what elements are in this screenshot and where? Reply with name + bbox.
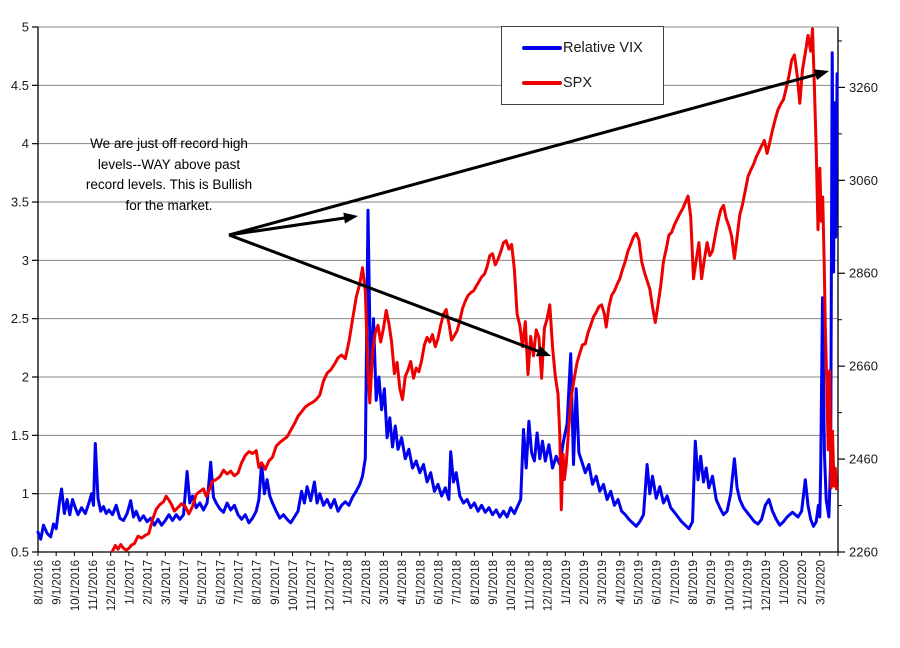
series-relative-vix bbox=[36, 51, 839, 541]
annotation-arrow-line bbox=[228, 216, 348, 237]
annotation-line: record levels. This is Bullish bbox=[85, 177, 253, 192]
legend-item-relative-vix: Relative VIX bbox=[522, 40, 663, 56]
x-axis-label: 10/1/2018 bbox=[506, 560, 518, 611]
right-axis-label: 2660 bbox=[849, 359, 878, 374]
annotation-line: for the market. bbox=[125, 197, 213, 213]
annotation-arrowhead bbox=[343, 212, 358, 224]
left-axis-label: 3.5 bbox=[11, 195, 29, 210]
right-axis-label: 3260 bbox=[849, 80, 878, 95]
x-axis-label: 9/1/2019 bbox=[706, 560, 718, 605]
legend-label-relative-vix: Relative VIX bbox=[563, 40, 643, 57]
x-axis-label: 3/1/2020 bbox=[815, 560, 827, 605]
x-axis-label: 11/1/2017 bbox=[306, 560, 318, 610]
x-axis-label: 4/1/2017 bbox=[179, 560, 191, 605]
x-axis-label: 6/1/2019 bbox=[652, 560, 664, 605]
x-axis-label: 12/1/2017 bbox=[324, 560, 336, 611]
annotation-line: We are just off record high bbox=[90, 136, 248, 151]
left-axis-label: 1.5 bbox=[11, 428, 29, 443]
legend-line-icon bbox=[522, 80, 562, 85]
legend-label-spx: SPX bbox=[563, 74, 593, 91]
x-axis-label: 3/1/2017 bbox=[161, 560, 173, 605]
left-axis-label: 0.5 bbox=[11, 545, 29, 560]
series-spx bbox=[111, 27, 838, 553]
x-axis-label: 1/1/2018 bbox=[343, 560, 355, 605]
x-axis-label: 11/1/2019 bbox=[743, 560, 755, 610]
left-axis-label: 4 bbox=[22, 136, 29, 151]
x-axis-label: 3/1/2018 bbox=[379, 560, 391, 605]
x-axis-label: 5/1/2018 bbox=[415, 560, 427, 605]
left-axis-label: 4.5 bbox=[11, 78, 29, 93]
annotation-arrowhead bbox=[814, 69, 829, 80]
x-axis-label: 8/1/2016 bbox=[34, 560, 46, 605]
x-axis-label: 4/1/2019 bbox=[615, 560, 627, 605]
right-axis-label: 2460 bbox=[849, 452, 878, 467]
x-axis-label: 8/1/2018 bbox=[470, 560, 482, 605]
x-axis-label: 12/1/2019 bbox=[761, 560, 773, 611]
x-axis-label: 11/1/2018 bbox=[524, 560, 536, 610]
legend-line-icon bbox=[522, 46, 562, 51]
x-axis-label: 12/1/2018 bbox=[543, 560, 555, 611]
x-axis-label: 2/1/2018 bbox=[361, 560, 373, 605]
right-axis-label: 2260 bbox=[849, 545, 878, 560]
x-axis-label: 2/1/2017 bbox=[143, 560, 155, 605]
right-axis-label: 3060 bbox=[849, 173, 878, 188]
left-axis-label: 5 bbox=[22, 20, 29, 35]
x-axis-label: 7/1/2017 bbox=[234, 560, 246, 605]
left-axis-label: 3 bbox=[22, 253, 29, 268]
x-axis-label: 9/1/2016 bbox=[52, 560, 64, 605]
x-axis-label: 9/1/2018 bbox=[488, 560, 500, 605]
x-axis-label: 2/1/2019 bbox=[579, 560, 591, 605]
x-axis-label: 1/1/2020 bbox=[779, 560, 791, 605]
x-axis-label: 9/1/2017 bbox=[270, 560, 282, 605]
annotation-arrow-line bbox=[228, 72, 819, 237]
annotation-line: levels--WAY above past bbox=[97, 156, 241, 172]
x-axis-label: 4/1/2018 bbox=[397, 560, 409, 605]
x-axis-label: 5/1/2017 bbox=[197, 560, 209, 605]
left-axis-label: 2.5 bbox=[11, 311, 29, 326]
x-axis-label: 5/1/2019 bbox=[634, 560, 646, 605]
annotation-arrowhead bbox=[535, 345, 551, 357]
right-axis-label: 2860 bbox=[849, 266, 878, 281]
left-axis-label: 1 bbox=[22, 486, 29, 501]
annotation-text: We are just off record high levels--WAY … bbox=[45, 134, 293, 216]
x-axis-label: 6/1/2017 bbox=[215, 560, 227, 605]
legend-item-spx: SPX bbox=[522, 75, 663, 91]
x-axis-label: 2/1/2020 bbox=[797, 560, 809, 605]
x-axis-label: 12/1/2016 bbox=[106, 560, 118, 611]
x-axis-label: 11/1/2016 bbox=[88, 560, 100, 610]
x-axis-label: 1/1/2017 bbox=[124, 560, 136, 605]
x-axis-label: 8/1/2019 bbox=[688, 560, 700, 605]
annotation-arrow-line bbox=[228, 233, 542, 354]
x-axis-label: 3/1/2019 bbox=[597, 560, 609, 605]
x-axis-label: 1/1/2019 bbox=[561, 560, 573, 605]
left-axis-label: 2 bbox=[22, 370, 29, 385]
x-axis-label: 10/1/2016 bbox=[70, 560, 82, 611]
x-axis-label: 10/1/2019 bbox=[724, 560, 736, 611]
x-axis-label: 10/1/2017 bbox=[288, 560, 300, 611]
legend: Relative VIX SPX bbox=[501, 26, 664, 105]
x-axis-label: 7/1/2018 bbox=[452, 560, 464, 605]
x-axis-label: 7/1/2019 bbox=[670, 560, 682, 605]
x-axis-label: 8/1/2017 bbox=[252, 560, 264, 605]
x-axis-label: 6/1/2018 bbox=[434, 560, 446, 605]
